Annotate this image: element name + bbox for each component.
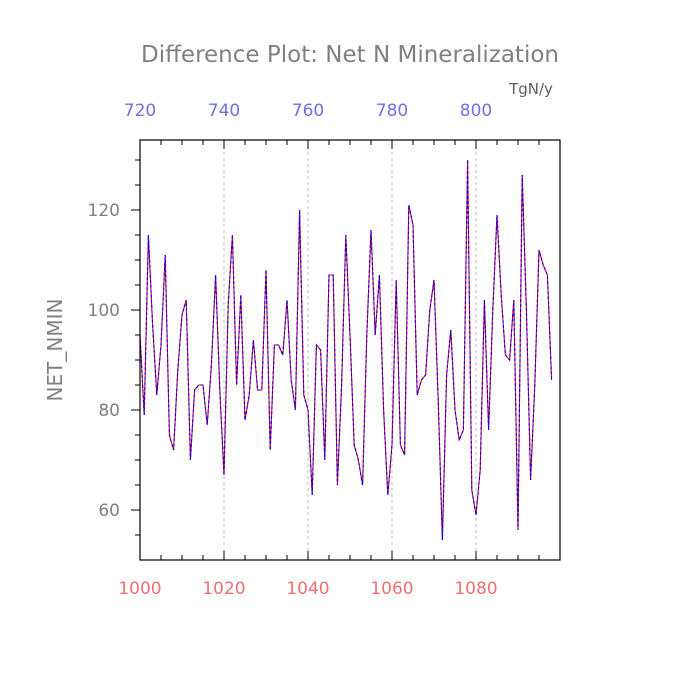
tick-labels: 1000 1020 1040 1060 1080 720 740 760 780 800 60 80 1… <box>88 101 498 599</box>
x-tick-label-top: 780 <box>376 101 408 121</box>
x-tick-label-top: 740 <box>208 101 240 121</box>
x-tick-label-top: 760 <box>292 101 324 121</box>
chart-title: Difference Plot: Net N Mineralization <box>141 42 559 68</box>
y-tick-label: 120 <box>88 201 120 221</box>
y-tick-label: 100 <box>88 301 120 321</box>
series-line-red <box>139 159 553 541</box>
x-tick-label-top: 720 <box>124 101 156 121</box>
series-lines <box>139 159 553 541</box>
y-axis-label: NET_NMIN <box>43 299 67 402</box>
series-line-blue <box>139 159 553 541</box>
x-tick-label-bottom: 1040 <box>286 579 329 599</box>
x-tick-label-bottom: 1000 <box>118 579 161 599</box>
x-tick-label-top: 800 <box>460 101 492 121</box>
y-tick-label: 60 <box>98 501 120 521</box>
top-axis-unit: TgN/y <box>508 80 553 98</box>
y-tick-label: 80 <box>98 401 120 421</box>
grid-lines <box>223 140 477 560</box>
axis-ticks <box>131 140 561 560</box>
x-tick-label-bottom: 1080 <box>454 579 497 599</box>
x-tick-label-bottom: 1060 <box>370 579 413 599</box>
x-tick-label-bottom: 1020 <box>202 579 245 599</box>
plot-frame <box>139 139 561 561</box>
